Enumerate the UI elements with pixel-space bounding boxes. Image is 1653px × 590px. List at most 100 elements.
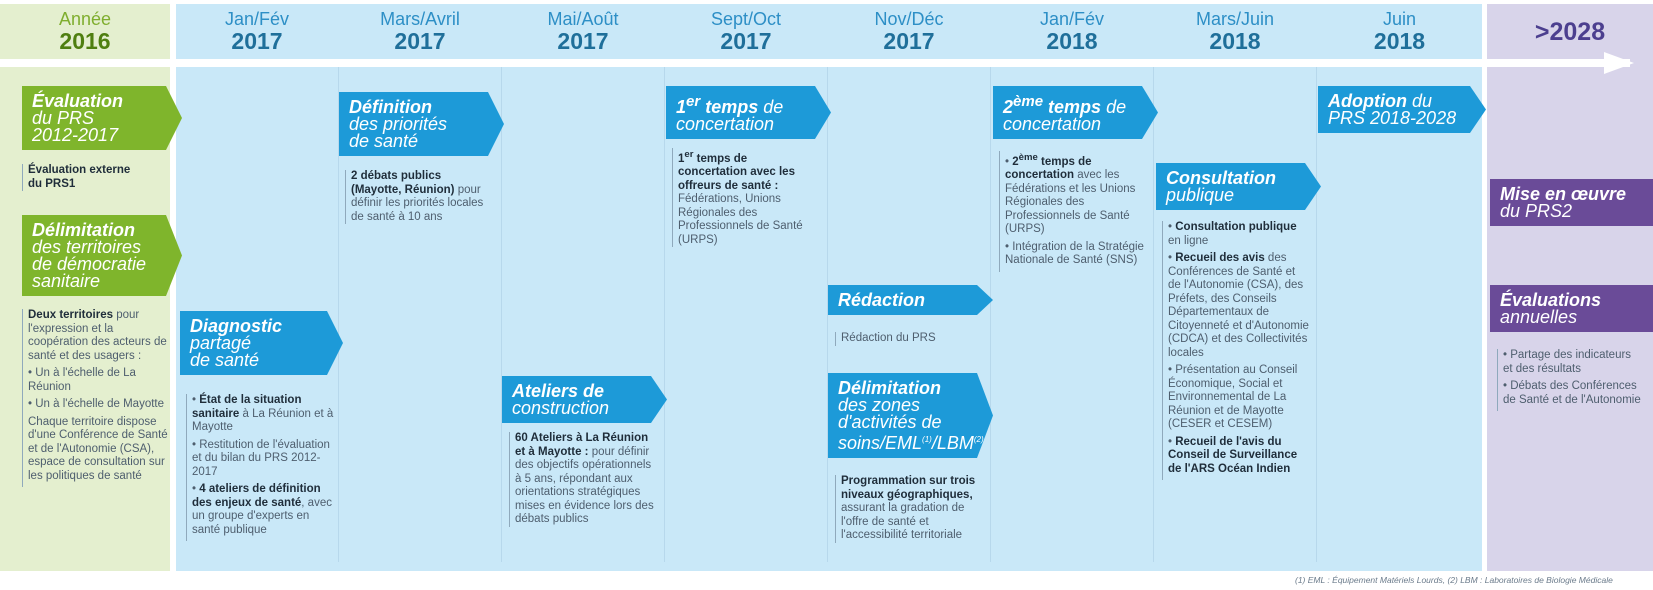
text: pour définir les priorités locales de sa…: [351, 183, 484, 223]
header-col: Année 2016: [0, 4, 170, 57]
column-divider: [1316, 62, 1317, 562]
step-title: concertation: [676, 114, 775, 134]
header-period: Nov/Déc: [874, 9, 944, 29]
list-item: Un à l'échelle de Mayotte: [35, 398, 165, 410]
text: Fédérations, Unions Régionales des Profe…: [678, 193, 803, 246]
step-concertation-1-text: 1er temps de concertation avec les offre…: [672, 148, 818, 248]
text-bold: 4 ateliers de définition des enjeux de s…: [192, 483, 321, 509]
text: à La Réunion et à Mayotte: [192, 407, 334, 434]
header-col: Mai/Août 2017: [502, 4, 664, 57]
header-col: Mars/Avril 2017: [339, 4, 501, 57]
step-title: Mise en œuvre: [1500, 184, 1627, 204]
timeline-axis: [0, 59, 1630, 67]
step-mise-en-oeuvre: Mise en œuvre du PRS2: [1490, 179, 1653, 226]
text-bold: État de la situation sanitaire: [192, 394, 302, 420]
step-title: d'activités de: [838, 412, 942, 432]
text-bold: 2: [1012, 155, 1019, 168]
step-title: Diagnostic: [190, 316, 283, 336]
step-definition-text: 2 débats publics (Mayotte, Réunion) pour…: [345, 170, 485, 224]
column-divider: [664, 62, 665, 562]
step-title: partagé: [190, 333, 252, 353]
header-year: 2017: [720, 28, 772, 54]
text-bold: temps de concertation avec les offreurs …: [678, 152, 795, 192]
step-definition: Définition des priorités de santé: [339, 92, 504, 156]
step-title: Adoption: [1328, 91, 1407, 111]
step-concertation-2-text: • 2ème temps de concertation avec les Fé…: [999, 151, 1145, 272]
step-adoption: Adoption du PRS 2018-2028: [1318, 86, 1486, 133]
step-concertation-2: 2ème temps de concertation: [993, 86, 1158, 139]
step-title: de démocratie: [32, 254, 147, 274]
step-redaction: Rédaction: [828, 285, 993, 315]
text: , avec un groupe d'experts en santé publ…: [192, 496, 332, 536]
header-period: Sept/Oct: [710, 9, 782, 29]
step-title: Évaluation: [32, 91, 124, 111]
step-title: 2: [1003, 97, 1014, 117]
list-item: Un à l'échelle de La Réunion: [28, 367, 136, 393]
step-title: publique: [1166, 185, 1235, 205]
step-evaluation: Évaluation du PRS 2012-2017: [22, 86, 182, 150]
text-bold: temps de concertation: [1005, 155, 1092, 182]
header-year: 2017: [883, 28, 935, 54]
text: pour l'expression et la coopération des …: [28, 309, 167, 362]
step-title: de: [758, 97, 784, 117]
step-diagnostic-text: • État de la situation sanitaire à La Ré…: [186, 394, 334, 541]
header-period: Jan/Fév: [224, 9, 290, 29]
header-year: 2017: [394, 28, 446, 54]
step-title: Rédaction: [838, 290, 926, 310]
text-bold: Recueil de l'avis du Conseil de Surveill…: [1168, 435, 1298, 475]
step-title: /LBM: [931, 433, 974, 453]
step-redaction-text: Rédaction du PRS: [835, 332, 981, 346]
step-title: Consultation: [1166, 168, 1276, 188]
text: assurant la gradation de l'offre de sant…: [841, 502, 965, 541]
text: pour définir des objectifs opérationnels…: [515, 445, 654, 526]
column-divider: [1153, 62, 1154, 562]
step-ateliers: Ateliers de construction: [502, 376, 667, 423]
step-title: du PRS2: [1500, 201, 1573, 221]
header-period: Mars/Juin: [1195, 9, 1275, 29]
list-item: Restitution de l'évaluation et du bilan …: [192, 438, 330, 478]
step-delimitation-zones-text: Programmation sur trois niveaux géograph…: [835, 475, 983, 543]
step-evaluations: Évaluations annuelles: [1490, 285, 1653, 332]
step-title: des territoires: [32, 237, 142, 257]
timeline-arrow-icon: [1604, 52, 1634, 74]
step-diagnostic: Diagnostic partagé de santé: [180, 311, 343, 375]
step-title: temps: [1043, 97, 1102, 117]
text-bold: Programmation sur trois niveaux géograph…: [841, 475, 976, 501]
column-divider: [827, 62, 828, 562]
step-title: de santé: [349, 131, 419, 151]
step-title: du PRS: [32, 108, 95, 128]
text-bold: er: [684, 149, 694, 160]
step-concertation-1: 1er temps de concertation: [666, 86, 831, 139]
text-bold: 60 Ateliers à La Réunion et à Mayotte :: [515, 432, 649, 458]
header-year: 2017: [231, 28, 283, 54]
header-period: Année: [58, 9, 112, 29]
header-col: Mars/Juin 2018: [1154, 4, 1316, 57]
text: en ligne: [1168, 234, 1209, 247]
header-col: Sept/Oct 2017: [665, 4, 827, 57]
text-bold: ème: [1018, 152, 1038, 163]
text-line: du PRS1: [28, 177, 76, 190]
step-title: annuelles: [1500, 307, 1578, 327]
footnote: (1) EML : Équipement Matériels Lourds, (…: [1295, 575, 1613, 585]
header-col: Juin 2018: [1317, 4, 1482, 57]
step-title: soins/EML: [838, 433, 923, 453]
header-year: 2018: [1046, 28, 1098, 54]
text: avec les Fédérations et les Unions Régio…: [1005, 169, 1136, 236]
step-consultation: Consultation publique: [1156, 163, 1321, 210]
step-ateliers-text: 60 Ateliers à La Réunion et à Mayotte : …: [509, 432, 655, 527]
step-title: Ateliers de: [512, 381, 605, 401]
step-title: ème: [1013, 93, 1044, 110]
column-divider: [501, 62, 502, 562]
text: Rédaction du PRS: [841, 332, 936, 344]
header-period: Mai/Août: [547, 9, 619, 29]
step-evaluation-text: Évaluation externe du PRS1: [22, 164, 162, 191]
step-delimitation-territoires-text: Deux territoires pour l'expression et la…: [22, 309, 168, 487]
header-year: 2016: [59, 28, 111, 54]
header-period: Juin: [1382, 9, 1417, 29]
step-title: Délimitation: [32, 220, 136, 240]
step-title: des zones: [838, 395, 921, 415]
footnote-ref: (2): [973, 435, 984, 444]
step-title: temps: [700, 97, 759, 117]
column-divider: [990, 62, 991, 562]
header-col: Nov/Déc 2017: [828, 4, 990, 57]
